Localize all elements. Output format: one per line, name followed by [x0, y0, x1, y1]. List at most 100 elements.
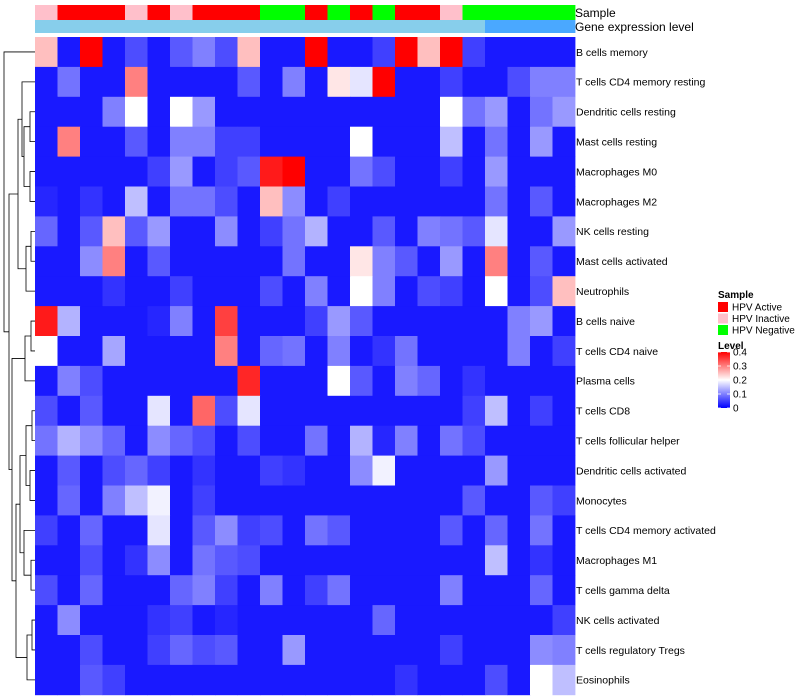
dendrogram-link	[8, 193, 18, 471]
heatmap-cell	[237, 485, 261, 516]
heatmap-cell	[350, 545, 373, 576]
heatmap-cell	[350, 455, 373, 486]
heatmap-cell	[485, 515, 508, 546]
heatmap-cell	[147, 485, 171, 516]
heatmap-cell	[147, 455, 171, 486]
heatmap-cell	[552, 605, 576, 636]
heatmap-cell	[417, 336, 441, 367]
sample-legend-swatch	[718, 302, 728, 312]
heatmap-cell	[170, 306, 193, 337]
heatmap-cell	[215, 365, 238, 397]
heatmap-cell	[417, 635, 441, 666]
heatmap-cell	[192, 156, 216, 187]
level-tick-label: 0.3	[733, 362, 747, 373]
heatmap-cell	[102, 545, 126, 576]
heatmap-cell	[147, 605, 171, 636]
heatmap-cell	[462, 664, 486, 696]
expression-annotation-cell	[125, 20, 148, 33]
heatmap-cell	[552, 365, 576, 397]
heatmap-cell	[192, 216, 216, 247]
heatmap-cell	[57, 515, 81, 546]
expression-annotation-cell	[170, 20, 193, 33]
heatmap-cell	[507, 126, 531, 157]
heatmap-cell	[372, 186, 396, 217]
heatmap-cell	[350, 306, 373, 337]
heatmap-cell	[80, 216, 103, 247]
expression-annotation-cell	[260, 20, 283, 33]
heatmap-cell	[215, 515, 238, 546]
heatmap-cell	[372, 156, 396, 187]
heatmap-cell	[395, 515, 418, 546]
heatmap-cell	[507, 365, 531, 397]
heatmap-cell	[327, 425, 351, 456]
heatmap-cell	[372, 664, 396, 696]
heatmap-cell	[35, 455, 58, 486]
heatmap-cell	[282, 216, 306, 247]
heatmap-cell	[170, 575, 193, 606]
heatmap-cell	[57, 96, 81, 128]
heatmap-cell	[237, 156, 261, 187]
heatmap-cell	[350, 664, 373, 696]
heatmap-cell	[125, 515, 148, 546]
heatmap-cell	[462, 336, 486, 367]
expression-annotation-cell	[440, 20, 463, 33]
heatmap-cell	[350, 425, 373, 456]
heatmap-cell	[507, 336, 531, 367]
heatmap-cell	[57, 156, 81, 187]
heatmap-cell	[102, 246, 126, 277]
heatmap-cell	[125, 37, 148, 68]
heatmap-cell	[327, 485, 351, 516]
heatmap-cell	[372, 395, 396, 427]
sample-annotation-cell	[417, 5, 441, 20]
heatmap-cell	[417, 664, 441, 696]
heatmap-cell	[327, 605, 351, 636]
heatmap-cell	[485, 37, 508, 68]
heatmap-cell	[530, 545, 553, 576]
heatmap-cell	[170, 605, 193, 636]
heatmap-cell	[327, 306, 351, 337]
dendrogram-link	[30, 230, 35, 262]
heatmap-cell	[395, 246, 418, 277]
level-tick-label: 0.1	[733, 390, 747, 401]
heatmap-cell	[530, 96, 553, 128]
heatmap-cell	[147, 425, 171, 456]
heatmap-cell	[485, 156, 508, 187]
heatmap-cell	[485, 545, 508, 576]
heatmap-cell	[192, 635, 216, 666]
heatmap-cell	[305, 664, 328, 696]
heatmap-cell	[102, 635, 126, 666]
heatmap-cell	[462, 575, 486, 606]
heatmap-cell	[170, 276, 193, 307]
heatmap-cell	[350, 96, 373, 128]
heatmap-cell	[530, 664, 553, 696]
heatmap-cell	[170, 126, 193, 157]
heatmap-cell	[395, 605, 418, 636]
heatmap-cell	[237, 425, 261, 456]
heatmap-cell	[192, 575, 216, 606]
heatmap-cell	[102, 455, 126, 486]
heatmap-cell	[282, 96, 306, 128]
heatmap-cell	[552, 306, 576, 337]
row-label: Dendritic cells resting	[576, 107, 676, 119]
heatmap-cell	[237, 545, 261, 576]
heatmap-cell	[260, 126, 283, 157]
heatmap-cell	[192, 515, 216, 546]
heatmap-cell	[462, 485, 486, 516]
heatmap-cell	[327, 545, 351, 576]
heatmap-cell	[305, 605, 328, 636]
level-tick-label: 0	[733, 404, 739, 415]
heatmap-cell	[507, 575, 531, 606]
heatmap-cell	[57, 545, 81, 576]
heatmap-cell	[440, 425, 463, 456]
heatmap-cell	[170, 96, 193, 128]
heatmap-cell	[215, 126, 238, 157]
heatmap-cell	[530, 37, 553, 68]
heatmap-cell	[215, 276, 238, 307]
heatmap-cell	[530, 336, 553, 367]
heatmap-cell	[350, 66, 373, 98]
heatmap-cell	[327, 96, 351, 128]
heatmap-cell	[147, 336, 171, 367]
heatmap-cell	[57, 395, 81, 427]
heatmap-cell	[417, 515, 441, 546]
heatmap-cell	[57, 126, 81, 157]
